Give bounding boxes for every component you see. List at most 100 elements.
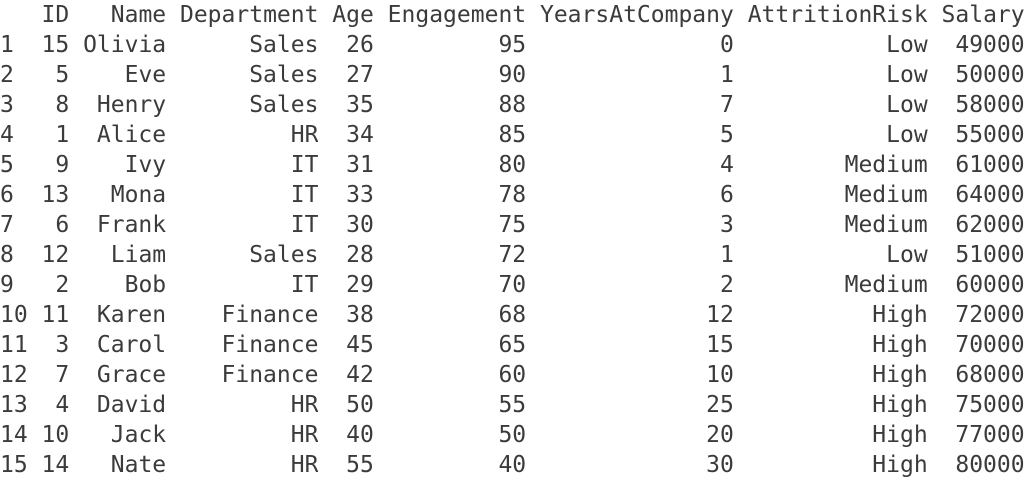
table-row: 7 6 Frank IT 30 75 3 Medium 62000 bbox=[0, 210, 1024, 240]
cell-department: HR bbox=[290, 392, 319, 418]
cell-engagement: 78 bbox=[498, 182, 527, 208]
cell-age: 26 bbox=[346, 32, 374, 58]
cell-name: Eve bbox=[124, 62, 167, 88]
cell-attrition-risk: High bbox=[872, 452, 928, 478]
row-index: 15 bbox=[0, 452, 28, 478]
table-row: 8 12 Liam Sales 28 72 1 Low 51000 bbox=[0, 240, 1024, 270]
table-row: 13 4 David HR 50 55 25 High 75000 bbox=[0, 390, 1024, 420]
cell-engagement: 50 bbox=[498, 422, 527, 448]
cell-id: 10 bbox=[41, 422, 70, 448]
cell-engagement: 55 bbox=[498, 392, 527, 418]
row-index: 14 bbox=[0, 422, 28, 448]
cell-engagement: 85 bbox=[498, 122, 527, 148]
cell-age: 29 bbox=[346, 272, 374, 298]
cell-salary: 55000 bbox=[955, 122, 1024, 148]
cell-id: 8 bbox=[55, 92, 70, 118]
cell-department: HR bbox=[290, 122, 319, 148]
cell-salary: 60000 bbox=[955, 272, 1024, 298]
cell-name: Jack bbox=[110, 422, 167, 448]
cell-attrition-risk: High bbox=[872, 392, 928, 418]
cell-attrition-risk: Low bbox=[886, 242, 928, 268]
cell-department: Sales bbox=[249, 242, 319, 268]
cell-attrition-risk: Low bbox=[886, 62, 928, 88]
cell-attrition-risk: High bbox=[872, 332, 928, 358]
column-header-department: Department bbox=[179, 2, 319, 28]
row-index: 1 bbox=[0, 32, 14, 58]
column-header-attrition-risk: AttritionRisk bbox=[747, 2, 928, 28]
cell-id: 13 bbox=[41, 182, 70, 208]
cell-id: 11 bbox=[41, 302, 70, 328]
cell-name: Frank bbox=[96, 212, 167, 238]
cell-id: 2 bbox=[55, 272, 70, 298]
cell-salary: 75000 bbox=[955, 392, 1024, 418]
cell-salary: 68000 bbox=[955, 362, 1024, 388]
cell-years-at-company: 25 bbox=[706, 392, 734, 418]
cell-age: 38 bbox=[346, 302, 374, 328]
column-header-years-at-company: YearsAtCompany bbox=[539, 2, 734, 28]
cell-department: Finance bbox=[221, 332, 319, 358]
row-index: 4 bbox=[0, 122, 14, 148]
cell-age: 31 bbox=[346, 152, 374, 178]
table-row: 1 15 Olivia Sales 26 95 0 Low 49000 bbox=[0, 30, 1024, 60]
cell-name: David bbox=[96, 392, 167, 418]
cell-salary: 49000 bbox=[955, 32, 1024, 58]
cell-engagement: 72 bbox=[498, 242, 527, 268]
row-index: 2 bbox=[0, 62, 14, 88]
cell-years-at-company: 30 bbox=[706, 452, 734, 478]
cell-engagement: 65 bbox=[498, 332, 527, 358]
cell-years-at-company: 2 bbox=[719, 272, 734, 298]
row-index: 8 bbox=[0, 242, 14, 268]
cell-department: Sales bbox=[249, 92, 319, 118]
cell-years-at-company: 20 bbox=[706, 422, 734, 448]
cell-age: 55 bbox=[346, 452, 374, 478]
cell-id: 7 bbox=[55, 362, 70, 388]
cell-years-at-company: 7 bbox=[719, 92, 734, 118]
cell-department: IT bbox=[290, 182, 319, 208]
cell-name: Olivia bbox=[83, 32, 167, 58]
cell-salary: 62000 bbox=[955, 212, 1024, 238]
cell-name: Mona bbox=[110, 182, 167, 208]
cell-department: HR bbox=[290, 422, 319, 448]
row-index: 7 bbox=[0, 212, 14, 238]
cell-salary: 61000 bbox=[955, 152, 1024, 178]
cell-salary: 80000 bbox=[955, 452, 1024, 478]
table-row: 12 7 Grace Finance 42 60 10 High 68000 bbox=[0, 360, 1024, 390]
row-index: 11 bbox=[0, 332, 28, 358]
cell-engagement: 60 bbox=[498, 362, 527, 388]
cell-years-at-company: 15 bbox=[706, 332, 734, 358]
cell-name: Ivy bbox=[124, 152, 167, 178]
cell-years-at-company: 6 bbox=[719, 182, 734, 208]
cell-id: 14 bbox=[41, 452, 70, 478]
cell-years-at-company: 1 bbox=[719, 242, 734, 268]
column-header-engagement: Engagement bbox=[387, 2, 527, 28]
column-header-salary: Salary bbox=[941, 2, 1024, 28]
cell-id: 15 bbox=[41, 32, 70, 58]
cell-name: Nate bbox=[110, 452, 167, 478]
dataframe-header-row: ID Name Department Age Engagement YearsAtComp… bbox=[0, 0, 1024, 30]
cell-attrition-risk: Medium bbox=[844, 212, 928, 238]
cell-department: Finance bbox=[221, 362, 319, 388]
cell-engagement: 70 bbox=[498, 272, 527, 298]
cell-engagement: 40 bbox=[498, 452, 527, 478]
table-row: 11 3 Carol Finance 45 65 15 High 70000 bbox=[0, 330, 1024, 360]
table-row: 3 8 Henry Sales 35 88 7 Low 58000 bbox=[0, 90, 1024, 120]
cell-age: 27 bbox=[346, 62, 374, 88]
cell-engagement: 80 bbox=[498, 152, 527, 178]
cell-attrition-risk: Medium bbox=[844, 182, 928, 208]
cell-salary: 77000 bbox=[955, 422, 1024, 448]
column-header-id: ID bbox=[41, 2, 70, 28]
index-column-header bbox=[0, 0, 28, 30]
cell-department: Sales bbox=[249, 62, 319, 88]
cell-age: 40 bbox=[346, 422, 374, 448]
cell-years-at-company: 12 bbox=[706, 302, 734, 328]
cell-attrition-risk: Medium bbox=[844, 152, 928, 178]
cell-id: 9 bbox=[55, 152, 70, 178]
cell-department: IT bbox=[290, 152, 319, 178]
cell-name: Karen bbox=[96, 302, 167, 328]
cell-age: 35 bbox=[346, 92, 374, 118]
cell-age: 30 bbox=[346, 212, 374, 238]
table-row: 4 1 Alice HR 34 85 5 Low 55000 bbox=[0, 120, 1024, 150]
cell-attrition-risk: High bbox=[872, 422, 928, 448]
cell-salary: 50000 bbox=[955, 62, 1024, 88]
